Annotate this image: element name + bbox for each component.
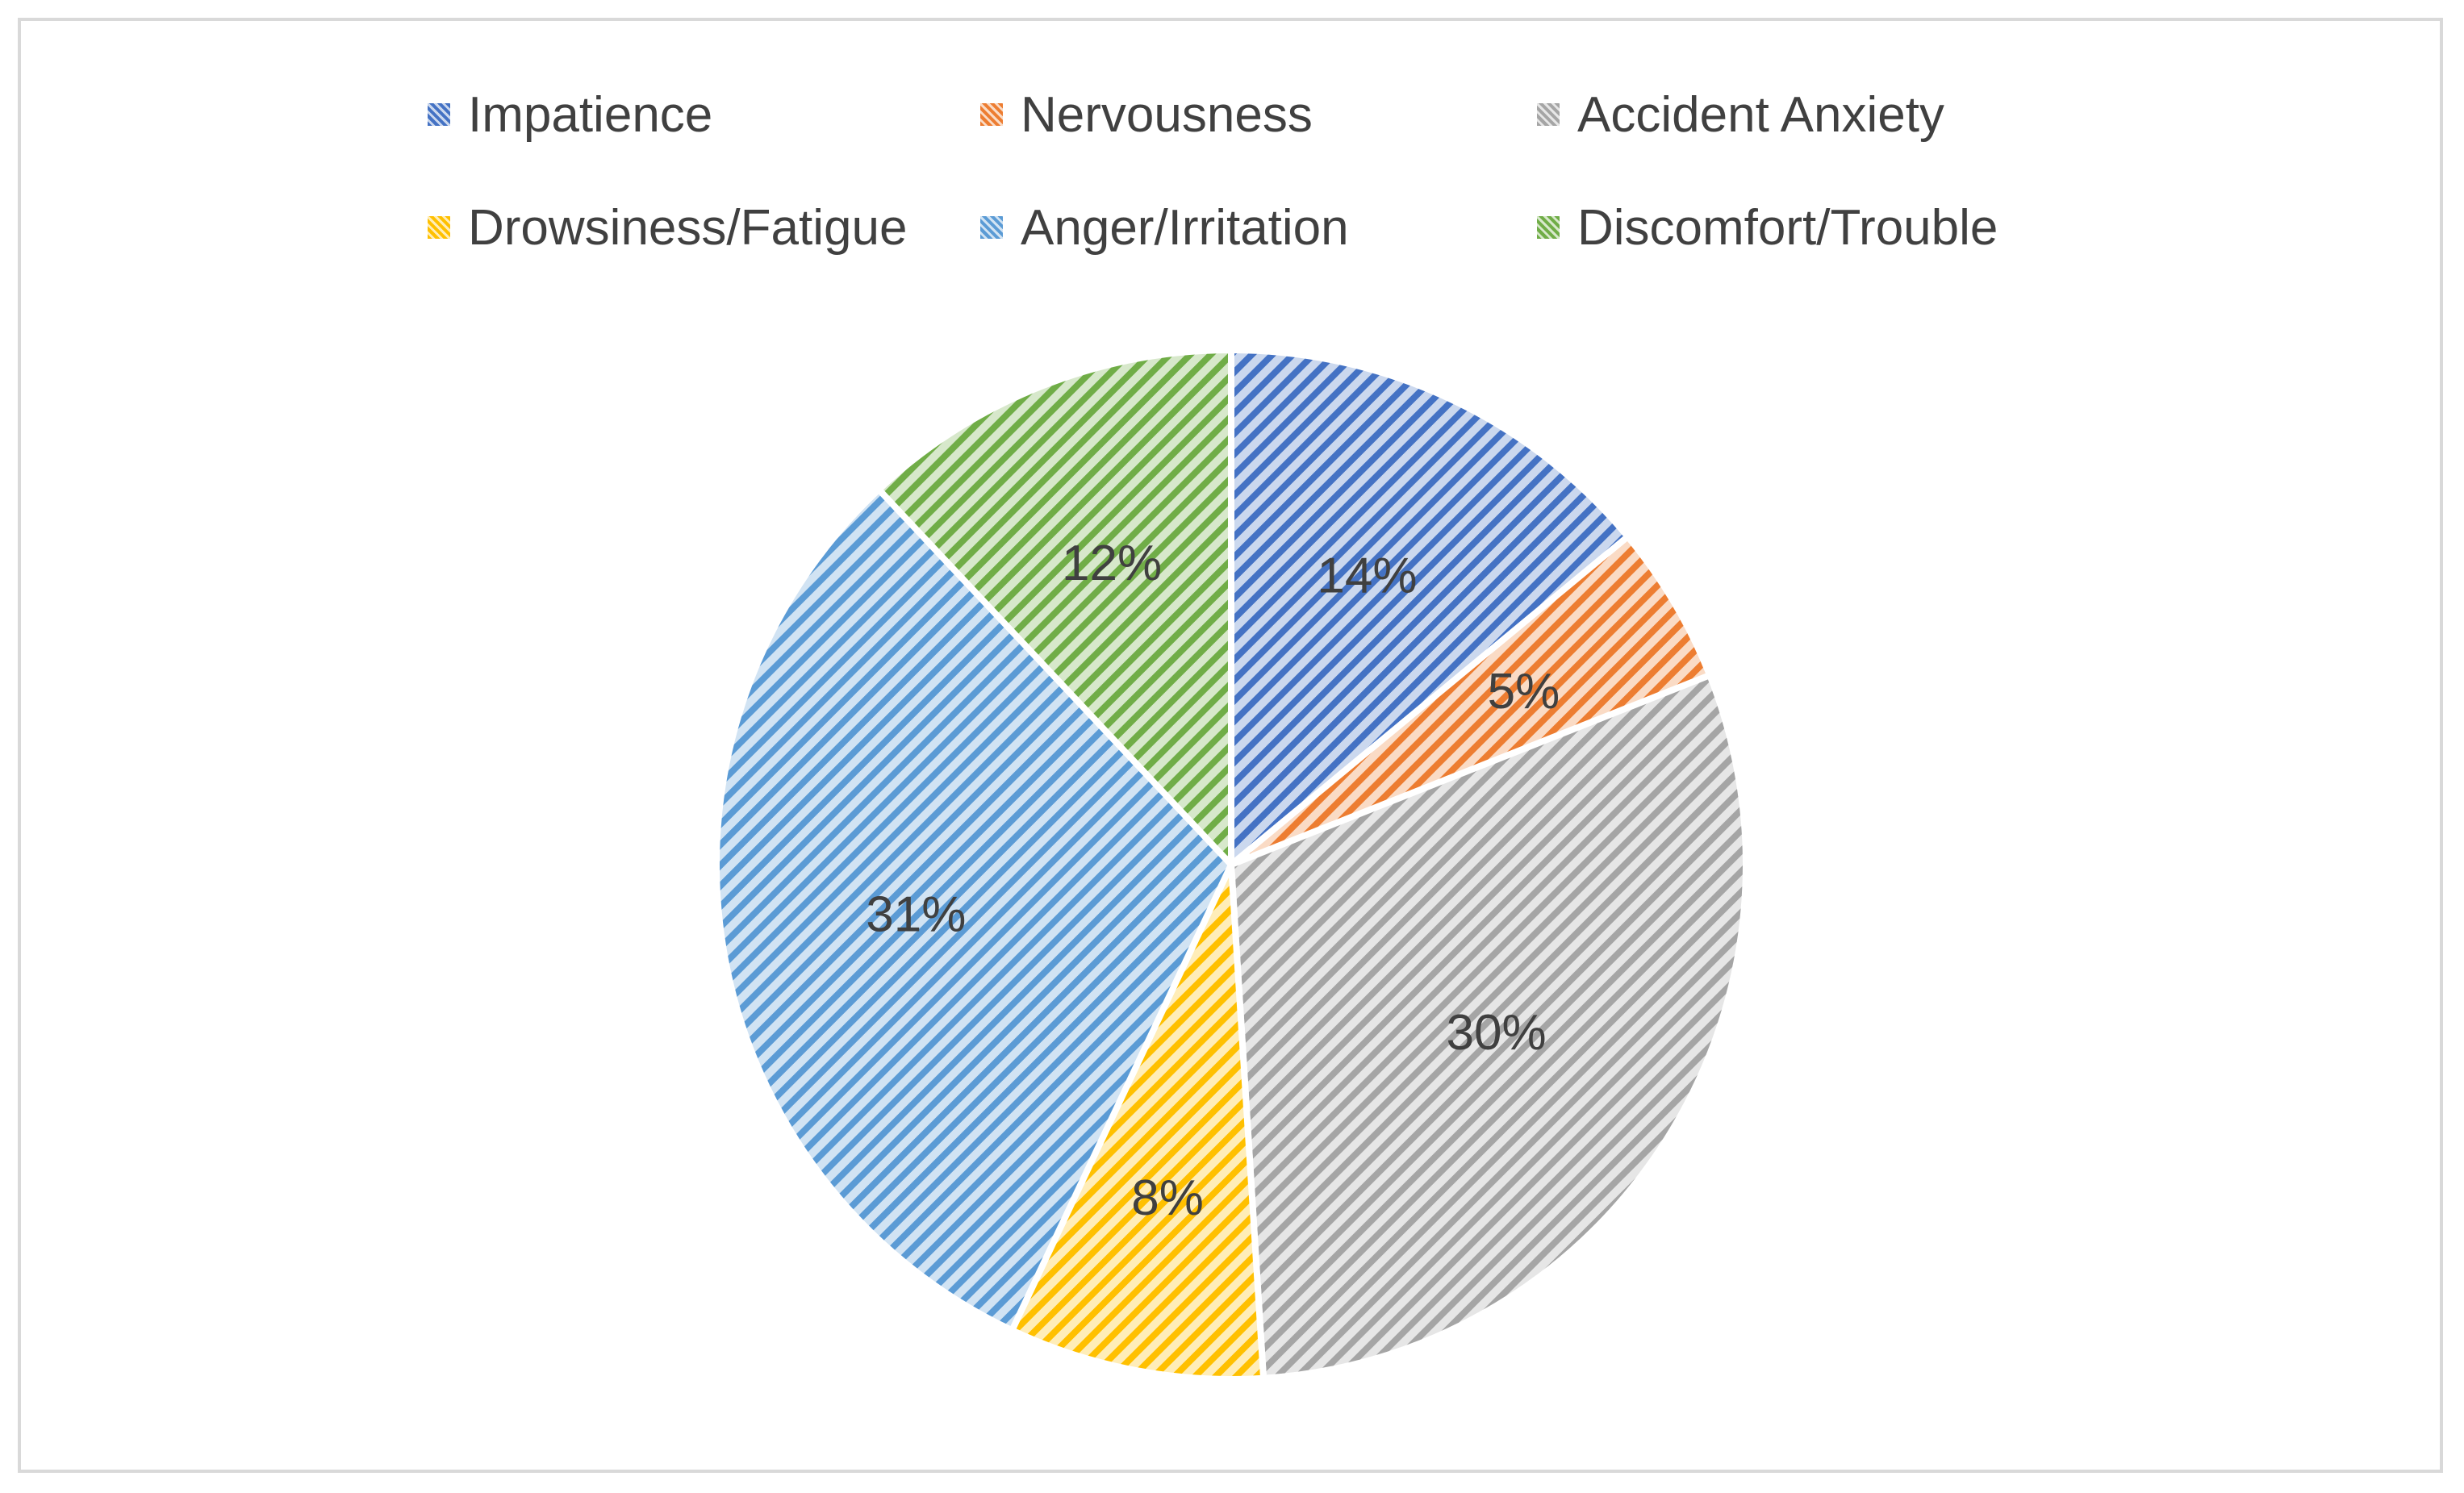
- pie-data-label: 12%: [1062, 536, 1162, 591]
- legend-swatch: [1537, 103, 1560, 126]
- legend-label: Nervousness: [1021, 86, 1313, 143]
- pie-slice-accident-anxiety: [1228, 672, 1749, 1382]
- pie-slice-discomfort-trouble: [875, 347, 1234, 868]
- pie-slices: [713, 347, 1749, 1382]
- legend-item-nervousness: Nervousness: [980, 82, 1313, 147]
- pie-slice-drowsiness-fatigue: [1009, 861, 1267, 1382]
- legend-label: Accident Anxiety: [1577, 86, 1944, 143]
- pie-data-label: 5%: [1488, 664, 1560, 719]
- pie-data-label: 31%: [866, 886, 966, 942]
- legend-item-accident-anxiety: Accident Anxiety: [1537, 82, 1944, 147]
- pie-data-label: 30%: [1447, 1005, 1547, 1061]
- legend-label: Anger/Irritation: [1021, 199, 1349, 256]
- pie-data-label: 8%: [1131, 1170, 1204, 1226]
- legend-item-discomfort-trouble: Discomfort/Trouble: [1537, 195, 1998, 260]
- pie-data-label: 14%: [1317, 548, 1417, 604]
- legend-label: Discomfort/Trouble: [1577, 199, 1998, 256]
- legend-swatch: [1537, 216, 1560, 239]
- legend-label: Impatience: [468, 86, 713, 143]
- pie-data-labels: 14% 5% 30% 8% 31% 12%: [866, 536, 1560, 1226]
- legend-label: Drowsiness/Fatigue: [468, 199, 908, 256]
- legend-item-anger-irritation: Anger/Irritation: [980, 195, 1349, 260]
- chart-legend: Impatience Nervousness Accident Anxiety …: [0, 0, 2464, 290]
- legend-item-drowsiness-fatigue: Drowsiness/Fatigue: [428, 195, 907, 260]
- pie-slice-anger-irritation: [713, 486, 1234, 1334]
- legend-swatch: [428, 216, 450, 239]
- pie-slice-impatience: [1228, 347, 1631, 868]
- legend-swatch: [980, 103, 1003, 126]
- legend-item-impatience: Impatience: [428, 82, 712, 147]
- legend-swatch: [428, 103, 450, 126]
- pie-slice-nervousness: [1228, 533, 1714, 868]
- legend-swatch: [980, 216, 1003, 239]
